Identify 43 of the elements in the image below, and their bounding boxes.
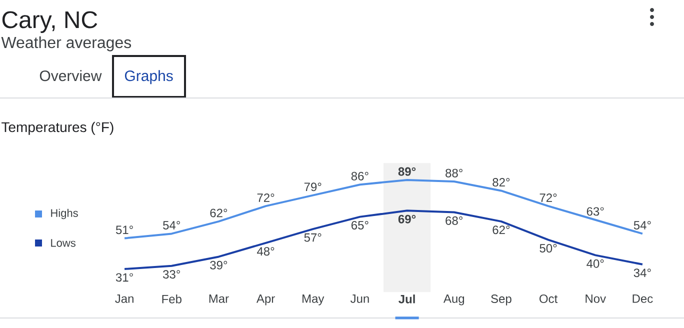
x-tick-label: Jan: [115, 294, 134, 303]
legend-label: Highs: [51, 208, 78, 220]
x-tick-label: Oct: [540, 294, 558, 304]
text: Overview: [40, 70, 102, 82]
data-label: 69°: [398, 214, 416, 224]
x-tick-label: May: [302, 294, 324, 306]
chart-subtitle: Weather averages: [1, 36, 132, 52]
data-label: 89°: [398, 167, 416, 176]
data-label: 51°: [116, 226, 133, 234]
data-label: 54°: [634, 221, 651, 230]
data-label: 72°: [257, 194, 274, 202]
data-label: 62°: [492, 226, 510, 234]
data-label: 33°: [163, 270, 180, 279]
data-label: 62°: [210, 208, 228, 218]
data-label: 54°: [163, 221, 180, 230]
data-label: 72°: [540, 194, 557, 202]
data-label: 79°: [304, 182, 322, 192]
x-tick-label: Nov: [586, 294, 606, 303]
chart-title: Cary, NC: [2, 11, 98, 33]
data-label: 68°: [446, 216, 462, 225]
data-label: 34°: [634, 268, 651, 278]
x-tick-label: Feb: [162, 294, 182, 304]
x-tick-label: Dec: [632, 294, 653, 303]
legend-label: Lows: [51, 239, 76, 247]
x-tick-label: Sep: [491, 294, 512, 306]
x-tick-label: Jul: [398, 294, 415, 304]
data-label: 31°: [116, 273, 133, 282]
data-label: 57°: [304, 233, 322, 242]
x-tick-label: Jun: [350, 294, 369, 303]
data-label: 40°: [586, 259, 604, 268]
data-label: 39°: [210, 260, 228, 270]
data-label: 88°: [446, 168, 462, 178]
data-label: 82°: [492, 178, 510, 187]
data-label: 48°: [257, 247, 274, 256]
data-label: 50°: [540, 244, 557, 253]
data-label: 65°: [352, 221, 368, 230]
text: Graphs: [124, 70, 173, 84]
x-tick-label: Aug: [443, 294, 464, 306]
y-axis-title: Temperatures (°F): [2, 122, 114, 135]
data-label: 63°: [586, 207, 604, 216]
data-label: 86°: [351, 172, 368, 180]
x-tick-label: Mar: [209, 294, 229, 303]
x-tick-label: Apr: [256, 294, 275, 306]
